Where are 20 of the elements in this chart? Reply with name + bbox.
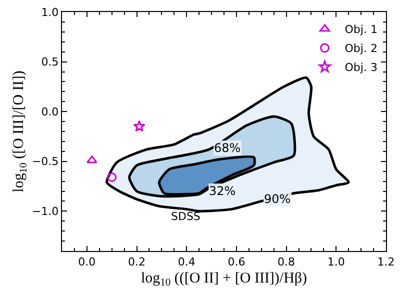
y-tick-label: −1.0 xyxy=(32,205,59,218)
annotation: 68% xyxy=(214,141,241,155)
y-tick-label: 0.0 xyxy=(41,105,59,118)
annotation: 90% xyxy=(264,192,291,206)
y-tick-label: 1.0 xyxy=(41,6,59,19)
legend-label: Obj. 2 xyxy=(344,42,378,56)
y-tick-label: 0.5 xyxy=(41,56,59,69)
x-tick-label: 1.2 xyxy=(377,255,395,268)
x-tick-label: 0.2 xyxy=(128,255,146,268)
annotation: 32% xyxy=(209,184,236,198)
legend-label: Obj. 3 xyxy=(344,61,378,74)
legend-label: Obj. 1 xyxy=(344,23,378,36)
x-tick-label: 0.0 xyxy=(78,255,96,268)
y-tick-label: −0.5 xyxy=(32,155,59,168)
x-tick-label: 0.6 xyxy=(228,255,246,268)
x-tick-label: 0.4 xyxy=(178,255,196,268)
x-axis-title: log$_{10}$ (([O II] + [O III])/Hβ) xyxy=(140,270,308,288)
annotation: SDSS xyxy=(171,210,200,223)
x-tick-label: 0.8 xyxy=(278,255,296,268)
x-tick-label: 1.0 xyxy=(327,255,345,268)
